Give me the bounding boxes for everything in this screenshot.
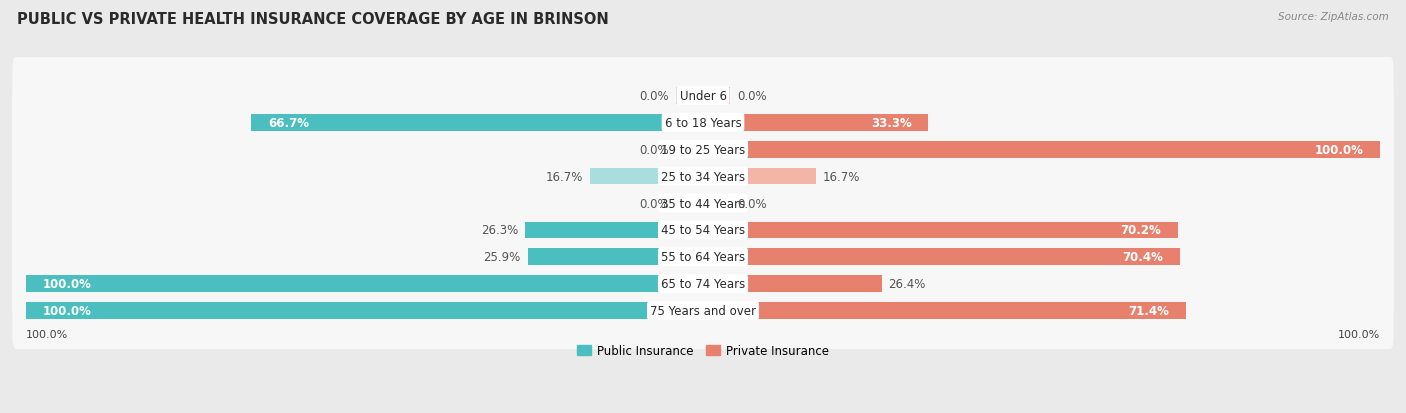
Legend: Public Insurance, Private Insurance: Public Insurance, Private Insurance	[572, 340, 834, 362]
Bar	[25, 276, 703, 292]
FancyBboxPatch shape	[13, 138, 1393, 215]
Text: 45 to 54 Years: 45 to 54 Years	[661, 224, 745, 237]
Bar	[703, 276, 882, 292]
Bar	[25, 302, 703, 319]
FancyBboxPatch shape	[13, 58, 1393, 135]
Text: 16.7%: 16.7%	[546, 170, 583, 183]
Bar	[703, 115, 928, 131]
Text: 0.0%: 0.0%	[640, 143, 669, 157]
Text: 33.3%: 33.3%	[870, 116, 911, 130]
Bar	[703, 142, 1381, 158]
Text: 66.7%: 66.7%	[269, 116, 309, 130]
Text: 25.9%: 25.9%	[484, 251, 520, 263]
FancyBboxPatch shape	[13, 112, 1393, 188]
Text: 25 to 34 Years: 25 to 34 Years	[661, 170, 745, 183]
Text: 70.4%: 70.4%	[1122, 251, 1163, 263]
Bar	[252, 115, 703, 131]
Bar	[524, 222, 703, 239]
Bar	[676, 88, 703, 104]
Bar	[703, 222, 1178, 239]
Text: 70.2%: 70.2%	[1121, 224, 1161, 237]
Bar	[676, 195, 703, 212]
FancyBboxPatch shape	[13, 192, 1393, 269]
Text: 55 to 64 Years: 55 to 64 Years	[661, 251, 745, 263]
Text: 100.0%: 100.0%	[1315, 143, 1364, 157]
FancyBboxPatch shape	[13, 85, 1393, 161]
Bar	[703, 169, 815, 185]
Text: 0.0%: 0.0%	[640, 90, 669, 103]
Text: 26.4%: 26.4%	[889, 278, 927, 290]
Text: 0.0%: 0.0%	[737, 90, 766, 103]
FancyBboxPatch shape	[13, 165, 1393, 242]
FancyBboxPatch shape	[13, 246, 1393, 323]
Bar	[527, 249, 703, 266]
Text: 65 to 74 Years: 65 to 74 Years	[661, 278, 745, 290]
Text: 19 to 25 Years: 19 to 25 Years	[661, 143, 745, 157]
Text: 35 to 44 Years: 35 to 44 Years	[661, 197, 745, 210]
Text: 100.0%: 100.0%	[25, 330, 67, 339]
Bar	[703, 249, 1180, 266]
Text: PUBLIC VS PRIVATE HEALTH INSURANCE COVERAGE BY AGE IN BRINSON: PUBLIC VS PRIVATE HEALTH INSURANCE COVER…	[17, 12, 609, 27]
Text: 6 to 18 Years: 6 to 18 Years	[665, 116, 741, 130]
Text: 26.3%: 26.3%	[481, 224, 519, 237]
Bar	[591, 169, 703, 185]
Text: 100.0%: 100.0%	[42, 304, 91, 317]
Text: Source: ZipAtlas.com: Source: ZipAtlas.com	[1278, 12, 1389, 22]
FancyBboxPatch shape	[13, 273, 1393, 349]
Bar	[703, 88, 730, 104]
Text: 16.7%: 16.7%	[823, 170, 860, 183]
Bar	[676, 142, 703, 158]
Text: Under 6: Under 6	[679, 90, 727, 103]
Text: 71.4%: 71.4%	[1129, 304, 1170, 317]
Text: 0.0%: 0.0%	[640, 197, 669, 210]
Bar	[703, 195, 730, 212]
Text: 100.0%: 100.0%	[1339, 330, 1381, 339]
FancyBboxPatch shape	[13, 219, 1393, 296]
Text: 100.0%: 100.0%	[42, 278, 91, 290]
Text: 75 Years and over: 75 Years and over	[650, 304, 756, 317]
Bar	[703, 302, 1187, 319]
Text: 0.0%: 0.0%	[737, 197, 766, 210]
